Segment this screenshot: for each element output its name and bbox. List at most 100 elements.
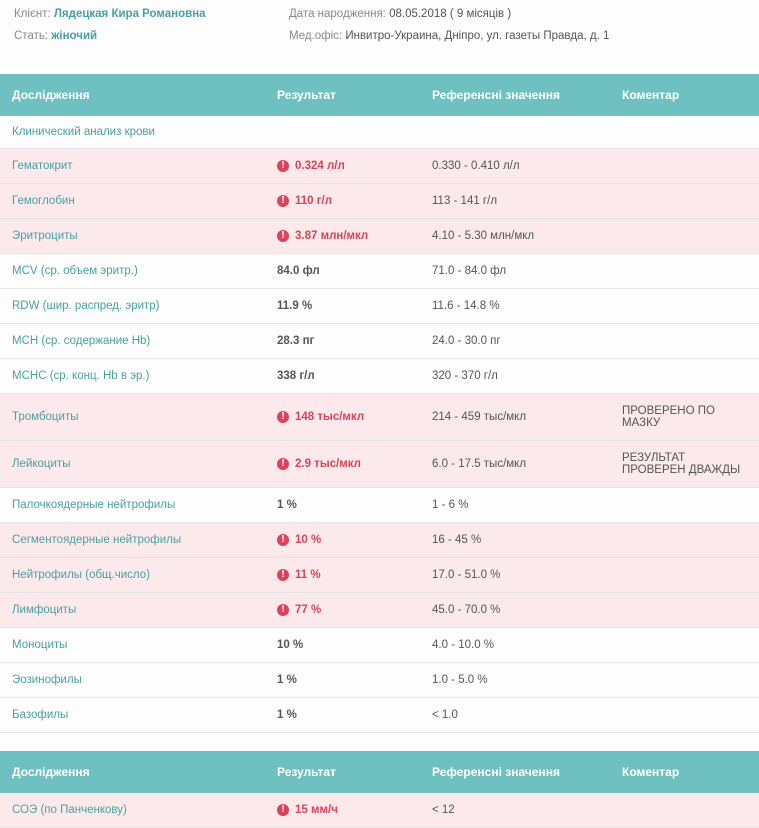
reference-value: 4.10 - 5.30 млн/мкл — [420, 219, 610, 254]
alert-icon: ! — [277, 458, 289, 470]
study-name: Тромбоциты — [0, 394, 265, 441]
result-cell: 11.9 % — [265, 289, 420, 324]
reference-value: 320 - 370 г/л — [420, 359, 610, 394]
comment-value — [610, 593, 759, 628]
result-value: 28.3 пг — [277, 335, 314, 347]
comment-value — [610, 149, 759, 184]
comment-value: РЕЗУЛЬТАТ ПРОВЕРЕН ДВАЖДЫ — [610, 441, 759, 488]
study-name: Гемоглобин — [0, 184, 265, 219]
reference-value: < 12 — [420, 793, 610, 828]
section-gap — [0, 733, 759, 751]
result-cell: !10 % — [265, 523, 420, 558]
result-cell: !110 г/л — [265, 184, 420, 219]
study-name: MCH (ср. содержание Hb) — [0, 324, 265, 359]
header-comment: Коментар — [610, 74, 759, 116]
result-cell: 1 % — [265, 663, 420, 698]
header-result: Результат — [265, 74, 420, 116]
result-value: 3.87 млн/мкл — [295, 230, 368, 242]
table-row: Тромбоциты!148 тыс/мкл214 - 459 тыс/мклП… — [0, 394, 759, 441]
group-row: Клинический анализ крови — [0, 116, 759, 149]
result-value: 11.9 % — [277, 300, 312, 312]
sex-label: Стать: — [14, 30, 48, 42]
results-table: ДослідженняРезультатРеференсні значенняК… — [0, 751, 759, 828]
study-name: Базофилы — [0, 698, 265, 733]
result-cell: 1 % — [265, 488, 420, 523]
table-row: MCV (ср. объем эритр.)84.0 фл71.0 - 84.0… — [0, 254, 759, 289]
office-row: Мед.офіс: Инвитро-Украина, Дніпро, ул. г… — [289, 30, 745, 42]
table-row: Лейкоциты! 2.9 тыс/мкл 6.0 - 17.5 тыс/мклР… — [0, 441, 759, 488]
table-row: Сегментоядерные нейтрофилы!10 %16 - 45 % — [0, 523, 759, 558]
study-name: MCHC (ср. конц. Hb в эр.) — [0, 359, 265, 394]
result-value: 1 % — [277, 674, 297, 686]
dob-value: 08.05.2018 ( 9 місяців ) — [389, 8, 511, 20]
study-name: СОЭ (по Панченкову) — [0, 793, 265, 828]
sex-row: Стать: жіночий — [14, 30, 289, 42]
office-value: Инвитро-Украина, Дніпро, ул. газеты Прав… — [345, 30, 609, 42]
result-value: 110 г/л — [295, 195, 332, 207]
table-row: СОЭ (по Панченкову)!15 мм/ч< 12 — [0, 793, 759, 828]
table-row: MCHC (ср. конц. Hb в эр.)338 г/л320 - 37… — [0, 359, 759, 394]
comment-value — [610, 488, 759, 523]
study-name: Гематокрит — [0, 149, 265, 184]
result-value: 77 % — [295, 604, 321, 616]
reference-value: 214 - 459 тыс/мкл — [420, 394, 610, 441]
section-gap — [0, 56, 759, 74]
comment-value — [610, 324, 759, 359]
comment-value — [610, 523, 759, 558]
study-name: Палочкоядерные нейтрофилы — [0, 488, 265, 523]
table-header-row: ДослідженняРезультатРеференсні значенняК… — [0, 751, 759, 793]
reference-value: 11.6 - 14.8 % — [420, 289, 610, 324]
table-row: Эозинофилы1 %1.0 - 5.0 % — [0, 663, 759, 698]
reference-value: 0.330 - 0.410 л/л — [420, 149, 610, 184]
comment-value — [610, 698, 759, 733]
result-cell: 1 % — [265, 698, 420, 733]
result-cell: !0.324 л/л — [265, 149, 420, 184]
sex-value: жіночий — [51, 30, 97, 42]
table-row: Моноциты 10 % 4.0 - 10.0 % — [0, 628, 759, 663]
result-cell: 84.0 фл — [265, 254, 420, 289]
reference-value: 24.0 - 30.0 пг — [420, 324, 610, 359]
comment-value — [610, 558, 759, 593]
table-row: Палочкоядерные нейтрофилы1 %1 - 6 % — [0, 488, 759, 523]
result-cell: !15 мм/ч — [265, 793, 420, 828]
comment-value — [610, 289, 759, 324]
reference-value: 6.0 - 17.5 тыс/мкл — [420, 441, 610, 488]
table-header-row: ДослідженняРезультатРеференсні значенняК… — [0, 74, 759, 116]
result-value: 15 мм/ч — [295, 804, 338, 816]
table-row: RDW (шир. распред. эритр)11.9 %11.6 - 14… — [0, 289, 759, 324]
study-name: Эозинофилы — [0, 663, 265, 698]
result-cell: 338 г/л — [265, 359, 420, 394]
alert-icon: ! — [277, 604, 289, 616]
group-title: Клинический анализ крови — [0, 116, 759, 149]
result-value: 11 % — [295, 569, 321, 581]
result-value: 2.9 тыс/мкл — [295, 458, 361, 470]
comment-value — [610, 359, 759, 394]
alert-icon: ! — [277, 160, 289, 172]
reference-value: < 1.0 — [420, 698, 610, 733]
comment-value — [610, 184, 759, 219]
results-table: ДослідженняРезультатРеференсні значенняК… — [0, 74, 759, 733]
header-reference: Референсні значення — [420, 751, 610, 793]
result-cell: 10 % — [265, 628, 420, 663]
table-row: Лимфоциты!77 %45.0 - 70.0 % — [0, 593, 759, 628]
result-value: 10 % — [277, 639, 303, 651]
header-comment: Коментар — [610, 751, 759, 793]
dob-label: Дата народження: — [289, 8, 386, 20]
result-cell: !148 тыс/мкл — [265, 394, 420, 441]
comment-value — [610, 663, 759, 698]
client-label: Клієнт: — [14, 8, 51, 20]
study-name: Сегментоядерные нейтрофилы — [0, 523, 265, 558]
reference-value: 4.0 - 10.0 % — [420, 628, 610, 663]
table-row: MCH (ср. содержание Hb) 28.3 пг 24.0 - 30.… — [0, 324, 759, 359]
table-row: Базофилы1 %< 1.0 — [0, 698, 759, 733]
reference-value: 16 - 45 % — [420, 523, 610, 558]
result-value: 84.0 фл — [277, 265, 320, 277]
table-row: Нейтрофилы (общ.число)!11 %17.0 - 51.0 % — [0, 558, 759, 593]
study-name: Моноциты — [0, 628, 265, 663]
header-study: Дослідження — [0, 74, 265, 116]
alert-icon: ! — [277, 569, 289, 581]
result-cell: ! 77 % — [265, 593, 420, 628]
alert-icon: ! — [277, 230, 289, 242]
comment-value — [610, 219, 759, 254]
study-name: Лейкоциты — [0, 441, 265, 488]
